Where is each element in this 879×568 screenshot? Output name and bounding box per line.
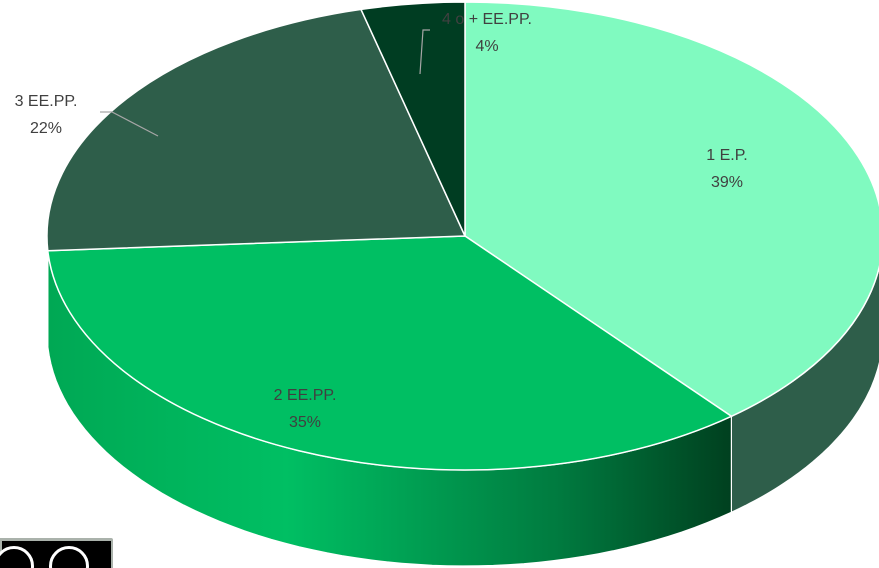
leader-lines [100, 29, 430, 137]
pie-slices [46, 1, 879, 471]
data-label-3: 3 EE.PP. 22% [15, 93, 78, 137]
data-label-4: 4 o + EE.PP. 4% [442, 11, 532, 55]
pie-slice-3 [46, 8, 467, 252]
data-label-1: 1 E.P. 39% [706, 147, 748, 191]
license-badge[interactable] [0, 538, 113, 568]
pie-slice-2 [46, 235, 733, 471]
leader-line-4 [419, 29, 430, 75]
pie-slice-4 [359, 1, 466, 237]
data-label-2: 2 EE.PP. 35% [274, 387, 337, 431]
pie-slice-1 [464, 1, 879, 418]
leader-line-3 [100, 111, 159, 137]
data-labels: 1 E.P. 39% 2 EE.PP. 35% 3 EE.PP. 22% 4 o + EE.… [15, 11, 748, 431]
